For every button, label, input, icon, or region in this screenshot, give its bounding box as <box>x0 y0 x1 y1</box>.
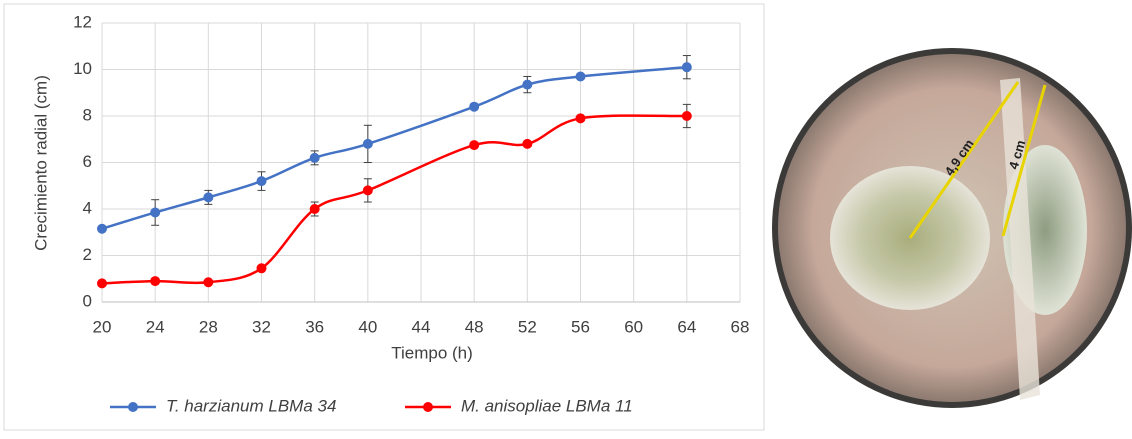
x-tick-label: 32 <box>252 317 271 336</box>
x-tick-label: 36 <box>305 317 324 336</box>
marker <box>362 138 373 149</box>
x-tick-label: 56 <box>571 317 590 336</box>
marker <box>256 176 267 187</box>
x-tick-label: 60 <box>624 317 643 336</box>
marker <box>575 113 586 124</box>
y-tick-label: 2 <box>83 245 92 264</box>
x-tick-label: 44 <box>412 317 431 336</box>
marker <box>681 62 692 73</box>
x-tick-label: 48 <box>465 317 484 336</box>
marker <box>362 185 373 196</box>
marker <box>681 111 692 121</box>
marker <box>309 204 320 214</box>
x-axis-title: Tiempo (h) <box>391 343 473 362</box>
legend-label: T. harzianum LBMa 34 <box>166 396 336 415</box>
x-tick-label: 64 <box>677 317 696 336</box>
legend-label: M. anisopliae LBMa 11 <box>461 396 633 415</box>
marker <box>469 140 480 151</box>
marker <box>256 263 267 274</box>
marker <box>469 101 480 112</box>
marker <box>309 152 320 163</box>
x-tick-label: 40 <box>358 317 377 336</box>
x-tick-label: 28 <box>199 317 218 336</box>
series-line <box>101 65 687 230</box>
series-line <box>101 114 687 285</box>
arrow <box>1001 84 1047 237</box>
photo: 4,9 cm 4 cm <box>770 0 1132 434</box>
y-tick-label: 6 <box>83 152 92 171</box>
streak <box>1000 78 1040 400</box>
arrow <box>908 81 1020 239</box>
marker <box>97 278 107 289</box>
marker <box>575 71 586 82</box>
marker <box>522 138 533 149</box>
marker <box>203 277 214 288</box>
x-tick-label: 20 <box>93 317 112 336</box>
y-tick-label: 0 <box>83 291 92 310</box>
legend-marker <box>423 402 433 412</box>
marker <box>522 79 533 90</box>
y-tick-label: 10 <box>73 59 92 78</box>
x-tick-label: 52 <box>518 317 537 336</box>
y-axis-title: Crecimiento radial (cm) <box>31 75 50 251</box>
chart-frame <box>3 3 765 431</box>
legend-marker <box>128 402 138 412</box>
marker <box>97 223 107 234</box>
y-tick-label: 4 <box>83 198 92 217</box>
marker <box>203 192 214 203</box>
marker <box>150 276 161 287</box>
marker <box>150 207 161 218</box>
y-tick-label: 8 <box>83 105 92 124</box>
x-tick-label: 68 <box>731 317 750 336</box>
y-tick-label: 12 <box>73 12 92 31</box>
x-tick-label: 24 <box>146 317 165 336</box>
